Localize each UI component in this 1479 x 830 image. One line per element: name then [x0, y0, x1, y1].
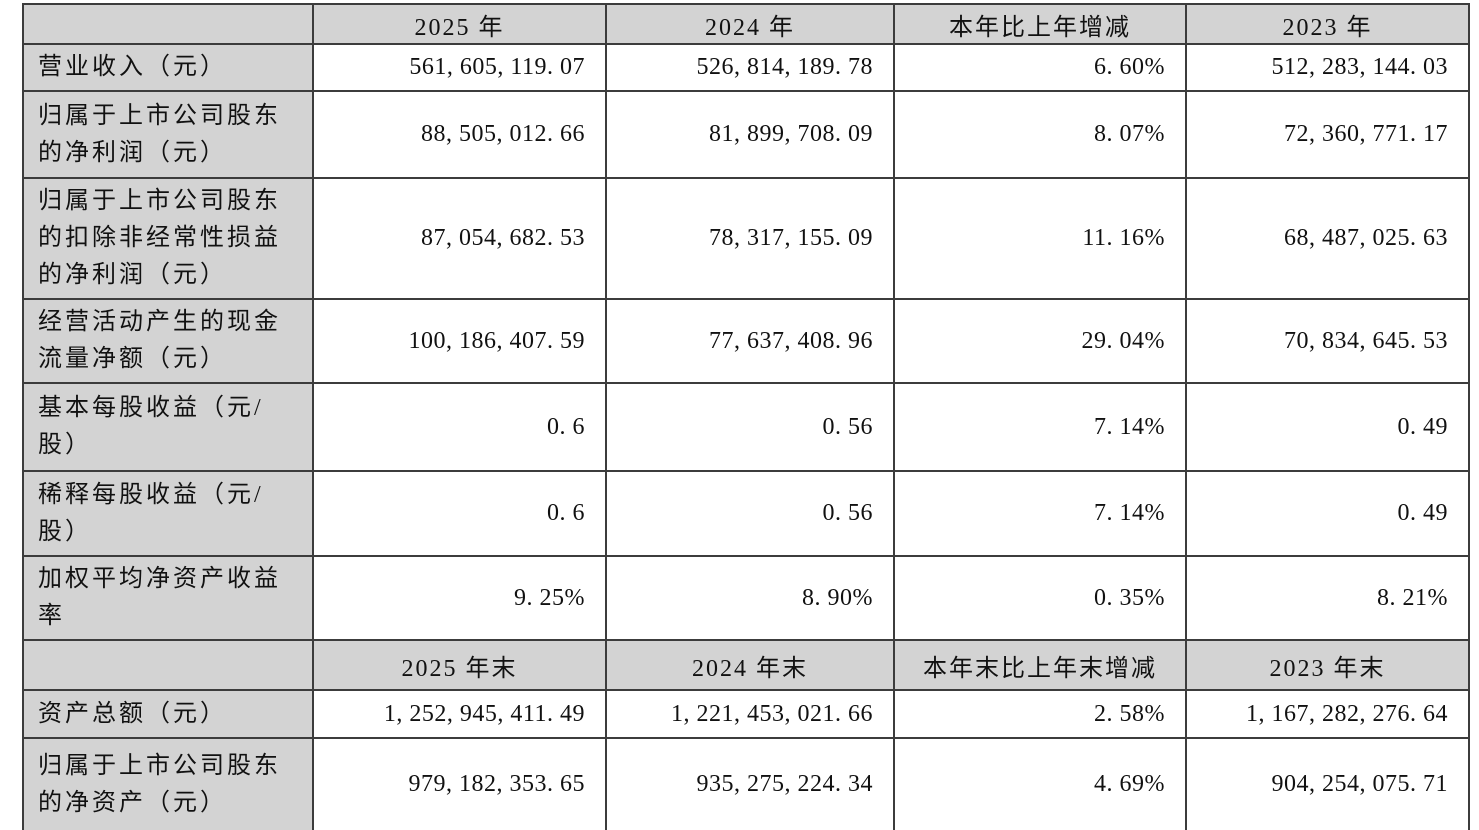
cell-yoy-change: 29. 04% [893, 298, 1187, 384]
header-end-yoy-change: 本年末比上年末增减 [893, 639, 1187, 691]
row-label: 资产总额（元） [22, 689, 314, 739]
cell-2025-end: 1, 252, 945, 411. 49 [312, 689, 607, 739]
row-label: 归属于上市公司股东 的扣除非经常性损益 的净利润（元） [22, 177, 314, 300]
cell-2025: 561, 605, 119. 07 [312, 43, 607, 92]
period-end-header-row: 2025 年末 2024 年末 本年末比上年末增减 2023 年末 [22, 639, 1470, 691]
cell-2023: 68, 487, 025. 63 [1185, 177, 1470, 300]
table-row-diluted-eps: 稀释每股收益（元/ 股） 0. 6 0. 56 7. 14% 0. 49 [22, 470, 1470, 557]
row-label: 加权平均净资产收益 率 [22, 555, 314, 641]
cell-end-yoy-change: 4. 69% [893, 737, 1187, 830]
header-2023: 2023 年 [1185, 3, 1470, 45]
table-row-operating-revenue: 营业收入（元） 561, 605, 119. 07 526, 814, 189.… [22, 43, 1470, 92]
cell-2025-end: 979, 182, 353. 65 [312, 737, 607, 830]
row-label: 归属于上市公司股东 的净资产（元） [22, 737, 314, 830]
cell-2025: 0. 6 [312, 382, 607, 472]
row-label: 基本每股收益（元/ 股） [22, 382, 314, 472]
cell-2023: 0. 49 [1185, 470, 1470, 557]
cell-2024-end: 935, 275, 224. 34 [605, 737, 895, 830]
row-label: 归属于上市公司股东 的净利润（元） [22, 90, 314, 179]
table-row-operating-cash-flow: 经营活动产生的现金 流量净额（元） 100, 186, 407. 59 77, … [22, 298, 1470, 384]
table-row-basic-eps: 基本每股收益（元/ 股） 0. 6 0. 56 7. 14% 0. 49 [22, 382, 1470, 472]
cell-2024: 526, 814, 189. 78 [605, 43, 895, 92]
row-label: 营业收入（元） [22, 43, 314, 92]
cell-2024: 77, 637, 408. 96 [605, 298, 895, 384]
cell-2024: 8. 90% [605, 555, 895, 641]
financial-summary-table: 2025 年 2024 年 本年比上年增减 2023 年 营业收入（元） 561… [22, 3, 1470, 830]
cell-yoy-change: 7. 14% [893, 382, 1187, 472]
cell-2023: 70, 834, 645. 53 [1185, 298, 1470, 384]
cell-end-yoy-change: 2. 58% [893, 689, 1187, 739]
header-2025: 2025 年 [312, 3, 607, 45]
cell-2025: 0. 6 [312, 470, 607, 557]
cell-2025: 100, 186, 407. 59 [312, 298, 607, 384]
cell-2023: 72, 360, 771. 17 [1185, 90, 1470, 179]
cell-2023-end: 904, 254, 075. 71 [1185, 737, 1470, 830]
cell-2024: 81, 899, 708. 09 [605, 90, 895, 179]
header-2025-end: 2025 年末 [312, 639, 607, 691]
annual-header-row: 2025 年 2024 年 本年比上年增减 2023 年 [22, 3, 1470, 45]
row-label: 稀释每股收益（元/ 股） [22, 470, 314, 557]
cell-yoy-change: 0. 35% [893, 555, 1187, 641]
cell-2024-end: 1, 221, 453, 021. 66 [605, 689, 895, 739]
cell-yoy-change: 8. 07% [893, 90, 1187, 179]
cell-2025: 88, 505, 012. 66 [312, 90, 607, 179]
cell-2024: 0. 56 [605, 470, 895, 557]
header-2024: 2024 年 [605, 3, 895, 45]
cell-2024: 78, 317, 155. 09 [605, 177, 895, 300]
table-row-weighted-avg-roe: 加权平均净资产收益 率 9. 25% 8. 90% 0. 35% 8. 21% [22, 555, 1470, 641]
table-row-total-assets: 资产总额（元） 1, 252, 945, 411. 49 1, 221, 453… [22, 689, 1470, 739]
cell-yoy-change: 7. 14% [893, 470, 1187, 557]
table-row-net-assets: 归属于上市公司股东 的净资产（元） 979, 182, 353. 65 935,… [22, 737, 1470, 830]
header-2024-end: 2024 年末 [605, 639, 895, 691]
header-2023-end: 2023 年末 [1185, 639, 1470, 691]
cell-2023-end: 1, 167, 282, 276. 64 [1185, 689, 1470, 739]
header-yoy-change: 本年比上年增减 [893, 3, 1187, 45]
cell-2023: 0. 49 [1185, 382, 1470, 472]
cell-yoy-change: 11. 16% [893, 177, 1187, 300]
cell-2025: 87, 054, 682. 53 [312, 177, 607, 300]
cell-2023: 512, 283, 144. 03 [1185, 43, 1470, 92]
table-row-net-profit-excl-nonrecurring: 归属于上市公司股东 的扣除非经常性损益 的净利润（元） 87, 054, 682… [22, 177, 1470, 300]
corner-cell-empty [22, 3, 314, 45]
corner-cell-empty [22, 639, 314, 691]
row-label: 经营活动产生的现金 流量净额（元） [22, 298, 314, 384]
cell-2025: 9. 25% [312, 555, 607, 641]
cell-2023: 8. 21% [1185, 555, 1470, 641]
table-row-net-profit: 归属于上市公司股东 的净利润（元） 88, 505, 012. 66 81, 8… [22, 90, 1470, 179]
cell-yoy-change: 6. 60% [893, 43, 1187, 92]
cell-2024: 0. 56 [605, 382, 895, 472]
